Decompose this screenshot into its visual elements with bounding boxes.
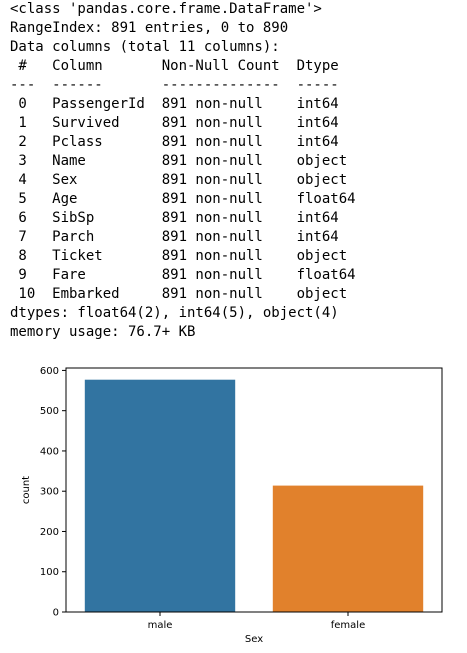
x-tick-label: female (331, 620, 365, 631)
y-tick-label: 500 (40, 406, 59, 417)
x-axis-label: Sex (245, 634, 263, 645)
table-row: 4 Sex 891 non-null object (10, 172, 356, 188)
bar-female (272, 485, 424, 612)
table-row: 6 SibSp 891 non-null int64 (10, 210, 356, 226)
table-row: 8 Ticket 891 non-null object (10, 248, 356, 264)
dtypes-summary-line: dtypes: float64(2), int64(5), object(4) (10, 305, 339, 321)
sex-count-bar-chart: male female 0 100 200 300 400 500 600 Sex count (21, 366, 443, 645)
memory-usage-line: memory usage: 76.7+ KB (10, 324, 196, 340)
table-row: 5 Age 891 non-null float64 (10, 191, 356, 207)
table-row: 9 Fare 891 non-null float64 (10, 267, 356, 283)
y-tick-label: 200 (40, 527, 59, 538)
dataframe-info-output: <class 'pandas.core.frame.DataFrame'> Ra… (10, 0, 356, 342)
y-tick-label: 600 (40, 366, 59, 377)
x-tick-label: male (148, 620, 173, 631)
table-row: 0 PassengerId 891 non-null int64 (10, 96, 356, 112)
output-line: RangeIndex: 891 entries, 0 to 890 (10, 20, 289, 36)
plot-frame (65, 367, 443, 613)
table-row: 7 Parch 891 non-null int64 (10, 229, 356, 245)
table-row: 10 Embarked 891 non-null object (10, 286, 356, 302)
table-row: 1 Survived 891 non-null int64 (10, 115, 356, 131)
output-line: Data columns (total 11 columns): (10, 39, 280, 55)
y-axis-label: count (21, 476, 32, 504)
y-tick-label: 100 (40, 567, 59, 578)
y-tick-label: 400 (40, 446, 59, 457)
bar-male (84, 379, 236, 612)
output-line: <class 'pandas.core.frame.DataFrame'> (10, 1, 322, 17)
y-tick-label: 300 (40, 487, 59, 498)
table-separator-line: --- ------ -------------- ----- (10, 77, 356, 93)
table-header-line: # Column Non-Null Count Dtype (10, 58, 356, 74)
table-row: 3 Name 891 non-null object (10, 153, 356, 169)
plot-area: male female 0 100 200 300 400 500 600 Sex count (21, 366, 443, 645)
y-tick-label: 0 (53, 608, 59, 619)
table-row: 2 Pclass 891 non-null int64 (10, 134, 356, 150)
